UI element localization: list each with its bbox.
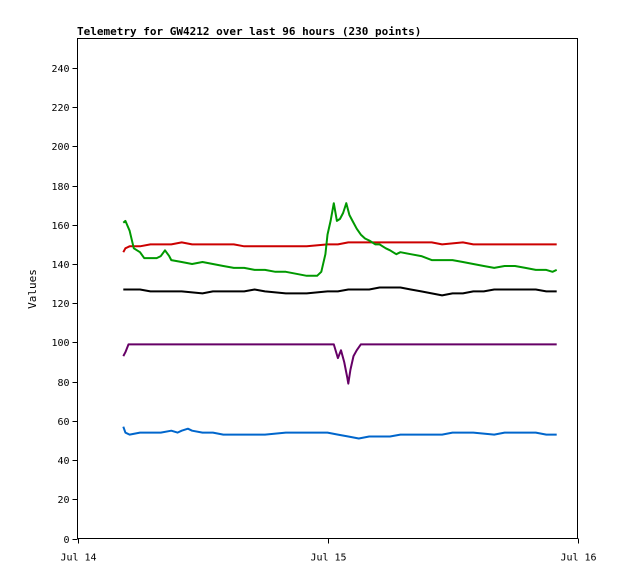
y-tick-label: 180: [51, 182, 69, 193]
plot-area-frame: [77, 38, 578, 539]
x-tick-label: Jul 15: [310, 553, 346, 564]
series-layer: [122, 202, 558, 440]
y-axis-label: Values: [26, 269, 39, 309]
y-tick-label: 100: [51, 338, 69, 349]
series-line-3: [123, 286, 557, 297]
y-tick-label: 20: [57, 495, 69, 506]
series-line-1: [122, 241, 557, 253]
y-tick-label: 0: [63, 535, 69, 546]
series-line-4: [122, 343, 557, 385]
y-tick-label: 120: [51, 299, 69, 310]
chart-title: Telemetry for GW4212 over last 96 hours …: [77, 25, 421, 38]
x-axis-ticks: Jul 14 Jul 15 Jul 16: [60, 538, 597, 564]
y-tick-label: 200: [51, 142, 69, 153]
x-tick-label: Jul 16: [560, 553, 596, 564]
y-tick-label: 40: [57, 456, 69, 467]
y-tick-label: 240: [51, 64, 69, 75]
y-tick-label: 220: [51, 103, 69, 114]
series-line-5: [122, 426, 557, 440]
y-tick-label: 140: [51, 260, 69, 271]
y-tick-label: 160: [51, 221, 69, 232]
x-tick-label: Jul 14: [60, 553, 96, 564]
y-axis-ticks: 0 20 40 60 80 100 120 140 160 180 200 220 240: [51, 64, 78, 546]
series-line-2: [122, 202, 558, 277]
y-tick-label: 60: [57, 417, 69, 428]
y-tick-label: 80: [57, 378, 69, 389]
